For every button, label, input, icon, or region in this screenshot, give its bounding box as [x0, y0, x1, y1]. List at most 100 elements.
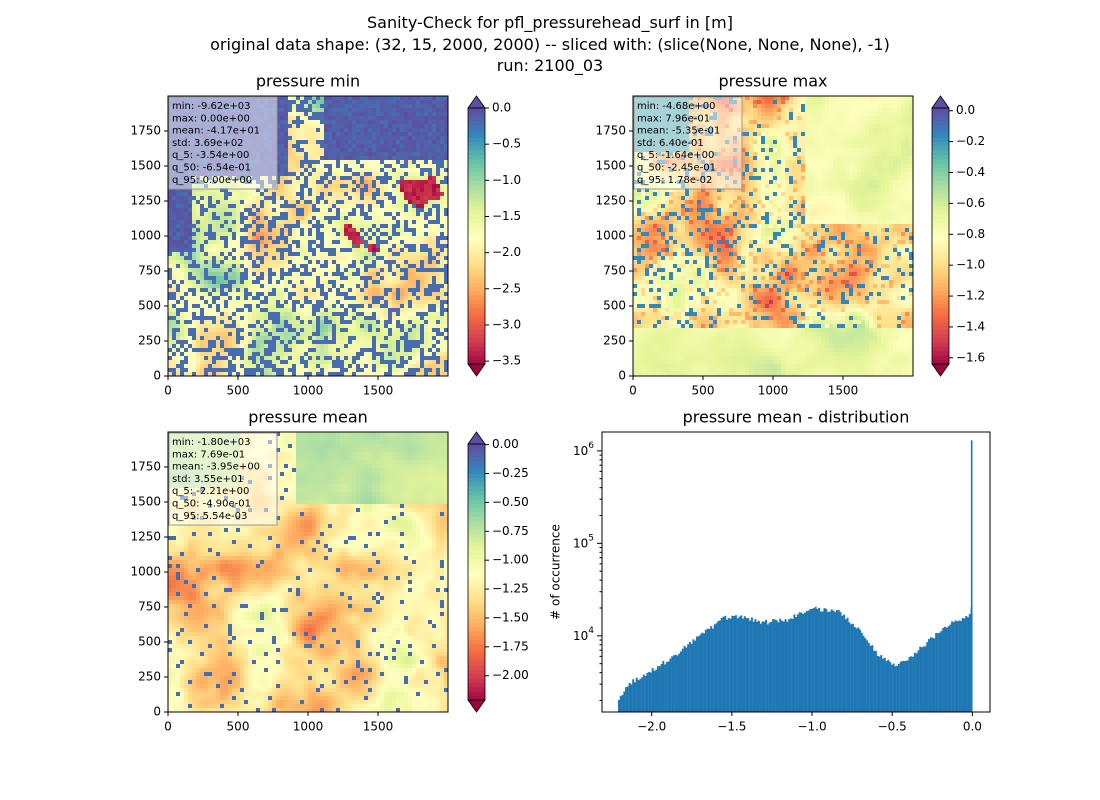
heatmap-cell [368, 284, 373, 289]
heatmap-cell [172, 336, 177, 341]
heatmap-cell [368, 256, 373, 261]
heatmap-cell [256, 220, 261, 225]
heatmap-cell [240, 312, 245, 317]
heatmap-cell [432, 184, 437, 189]
heatmap-cell [196, 232, 201, 237]
heatmap-cell [396, 372, 401, 377]
heatmap-cell [340, 124, 345, 129]
heatmap-cell [352, 96, 357, 101]
heatmap-cell [372, 208, 377, 213]
heatmap-cell [172, 256, 177, 261]
heatmap-cell [324, 164, 329, 169]
heatmap-cell [236, 284, 241, 289]
heatmap-cell [300, 308, 305, 313]
heatmap-cell [436, 144, 441, 149]
heatmap-cell [344, 368, 349, 373]
heatmap-cell [224, 312, 229, 317]
heatmap-cell [216, 300, 221, 305]
heatmap-cell [404, 240, 409, 245]
heatmap-cell [232, 252, 237, 257]
heatmap-cell [296, 352, 301, 357]
heatmap-cell [368, 364, 373, 369]
heatmap-cell [228, 352, 233, 357]
heatmap-cell [216, 348, 221, 353]
heatmap-cell [328, 112, 333, 117]
heatmap-cell [220, 304, 225, 309]
heatmap-cell [264, 232, 269, 237]
heatmap-cell [348, 308, 353, 313]
heatmap-cell [372, 228, 377, 233]
heatmap-cell [408, 116, 413, 121]
heatmap-cell [316, 360, 321, 365]
heatmap-cell [328, 192, 333, 197]
heatmap-cell [332, 216, 337, 221]
heatmap-cell [276, 228, 281, 233]
heatmap-cell [412, 196, 417, 201]
heatmap-cell [348, 252, 353, 257]
heatmap-cell [432, 264, 437, 269]
heatmap-cell [256, 304, 261, 309]
heatmap-cell [264, 348, 269, 353]
heatmap-cell [348, 180, 353, 185]
heatmap-cell [232, 300, 237, 305]
heatmap-cell [428, 276, 433, 281]
heatmap-cell [280, 200, 285, 205]
heatmap-cell [300, 312, 305, 317]
heatmap-cell [436, 128, 441, 133]
heatmap-cell [176, 348, 181, 353]
heatmap-cell [384, 280, 389, 285]
heatmap-cell [296, 324, 301, 329]
heatmap-cell [168, 292, 173, 297]
heatmap-cell [224, 316, 229, 321]
heatmap-cell [260, 228, 265, 233]
panel-title: pressure min [256, 72, 360, 91]
heatmap-cell [168, 196, 173, 201]
heatmap-cell [344, 256, 349, 261]
heatmap-cell [312, 116, 317, 121]
heatmap-cell [396, 360, 401, 365]
heatmap-cell [320, 124, 325, 129]
heatmap-cell [252, 260, 257, 265]
heatmap-cell [296, 316, 301, 321]
heatmap-cell [340, 104, 345, 109]
heatmap-cell [300, 360, 305, 365]
heatmap-cell [172, 324, 177, 329]
heatmap-cell [356, 96, 361, 101]
heatmap-cell [368, 184, 373, 189]
heatmap-cell [396, 300, 401, 305]
heatmap-cell [284, 104, 289, 109]
heatmap-cell [444, 220, 449, 225]
heatmap-cell [348, 332, 353, 337]
heatmap-cell [416, 184, 421, 189]
heatmap-cell [304, 116, 309, 121]
heatmap-cell [292, 292, 297, 297]
heatmap-cell [432, 316, 437, 321]
heatmap-cell [340, 232, 345, 237]
heatmap-cell [320, 244, 325, 249]
heatmap-cell [228, 276, 233, 281]
heatmap-cell [296, 272, 301, 277]
heatmap-cell [176, 264, 181, 269]
heatmap-cell [288, 332, 293, 337]
heatmap-cell [444, 364, 449, 369]
heatmap-cell [432, 248, 437, 253]
heatmap-cell [188, 248, 193, 253]
heatmap-cell [340, 168, 345, 173]
heatmap-cell [320, 328, 325, 333]
heatmap-cell [180, 192, 185, 197]
heatmap-cell [272, 220, 277, 225]
heatmap-cell [404, 352, 409, 357]
heatmap-cell [320, 280, 325, 285]
heatmap-cell [340, 112, 345, 117]
heatmap-cell [372, 324, 377, 329]
heatmap-cell [196, 320, 201, 325]
heatmap-cell [260, 372, 265, 377]
heatmap-cell [320, 264, 325, 269]
heatmap-cell [432, 268, 437, 273]
heatmap-cell [344, 280, 349, 285]
heatmap-cell [284, 236, 289, 241]
heatmap-cell [248, 356, 253, 361]
heatmap-cell [380, 152, 385, 157]
heatmap-cell [204, 372, 209, 377]
heatmap-cell [352, 224, 357, 229]
